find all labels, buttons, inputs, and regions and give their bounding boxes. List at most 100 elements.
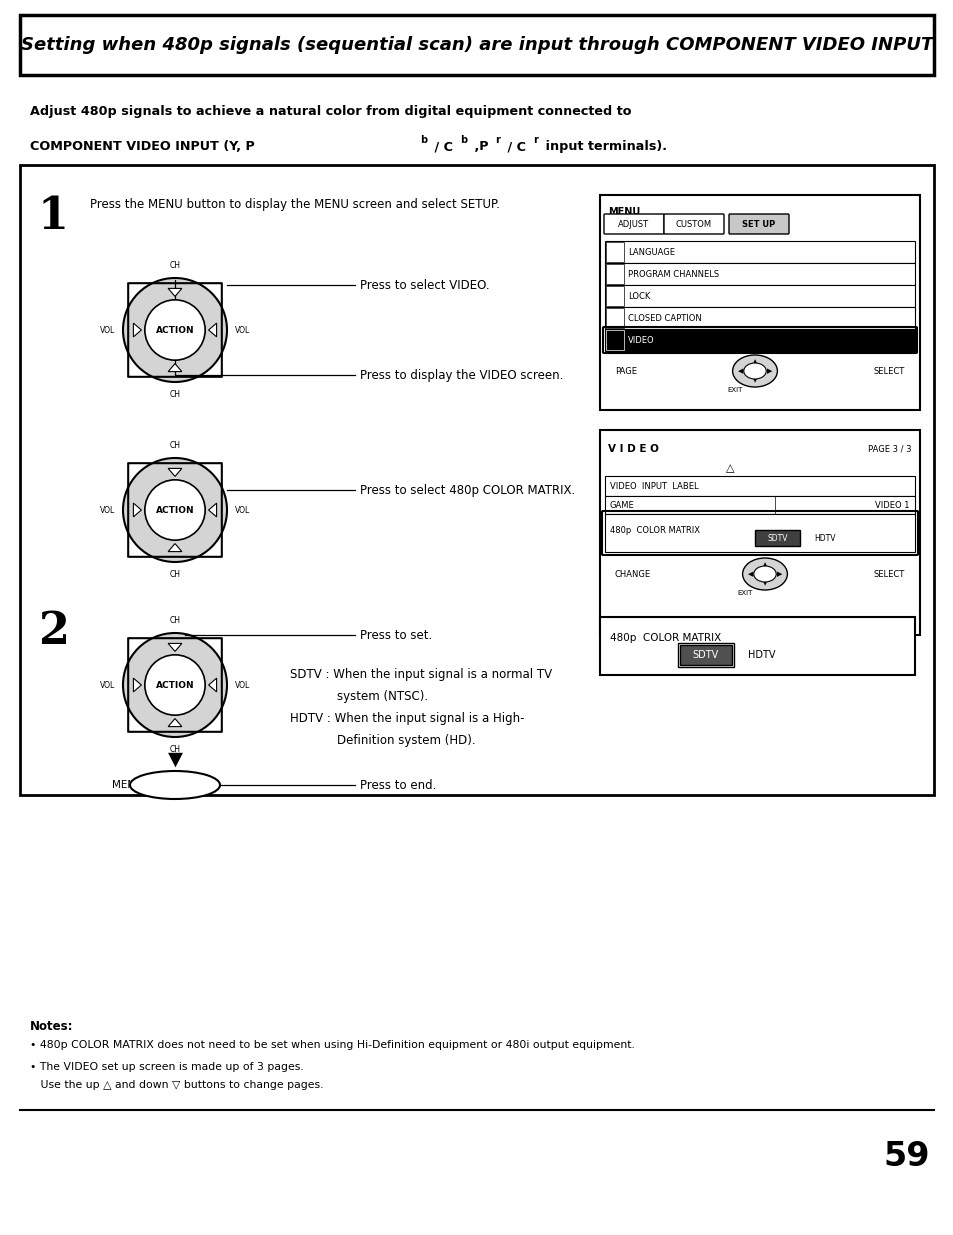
Text: VOL: VOL [234, 680, 250, 689]
Text: SELECT: SELECT [873, 367, 904, 375]
Text: CHANGE: CHANGE [615, 569, 651, 578]
Text: / C: / C [502, 140, 525, 153]
Text: SDTV: SDTV [766, 534, 787, 542]
Text: • 480p COLOR MATRIX does not need to be set when using Hi-Definition equipment o: • 480p COLOR MATRIX does not need to be … [30, 1040, 634, 1050]
Text: Press the MENU button to display the MENU screen and select SETUP.: Press the MENU button to display the MEN… [90, 198, 499, 211]
Polygon shape [209, 503, 216, 517]
FancyBboxPatch shape [599, 618, 914, 676]
Text: Press to select 480p COLOR MATRIX.: Press to select 480p COLOR MATRIX. [359, 483, 575, 496]
Text: • The VIDEO set up screen is made up of 3 pages.: • The VIDEO set up screen is made up of … [30, 1062, 303, 1072]
Text: Adjust 480p signals to achieve a natural color from digital equipment connected : Adjust 480p signals to achieve a natural… [30, 105, 631, 119]
Polygon shape [168, 289, 182, 296]
Ellipse shape [123, 634, 227, 737]
Ellipse shape [130, 771, 220, 799]
Polygon shape [168, 363, 182, 372]
Text: VOL: VOL [234, 326, 250, 335]
FancyBboxPatch shape [604, 241, 914, 263]
Polygon shape [168, 543, 182, 552]
Polygon shape [133, 503, 141, 517]
FancyBboxPatch shape [605, 287, 623, 306]
FancyBboxPatch shape [599, 430, 919, 635]
Text: SET UP: SET UP [741, 220, 775, 228]
Text: Setting when 480p signals (sequential scan) are input through COMPONENT VIDEO IN: Setting when 480p signals (sequential sc… [21, 36, 932, 54]
Text: ◀: ◀ [737, 368, 742, 374]
Text: b: b [419, 135, 427, 144]
Text: 1: 1 [38, 195, 69, 238]
FancyBboxPatch shape [20, 165, 933, 795]
Text: 59: 59 [882, 1140, 929, 1173]
Text: VIDEO  INPUT  LABEL: VIDEO INPUT LABEL [609, 482, 698, 490]
Text: V I D E O: V I D E O [607, 445, 659, 454]
FancyBboxPatch shape [604, 475, 914, 496]
Text: ◀: ◀ [747, 571, 753, 577]
Text: LOCK: LOCK [627, 291, 650, 300]
Text: CH: CH [170, 390, 180, 399]
Text: SDTV: SDTV [692, 650, 719, 659]
Text: PROGRAM CHANNELS: PROGRAM CHANNELS [627, 269, 719, 279]
Text: VOL: VOL [234, 505, 250, 515]
Text: Definition system (HD).: Definition system (HD). [336, 734, 476, 747]
Text: 2: 2 [38, 610, 69, 653]
Text: CH: CH [170, 571, 180, 579]
Ellipse shape [123, 458, 227, 562]
Text: ▶: ▶ [776, 571, 781, 577]
Text: VIDEO 1: VIDEO 1 [875, 500, 909, 510]
Text: Press to set.: Press to set. [359, 629, 432, 641]
FancyBboxPatch shape [604, 329, 914, 351]
FancyBboxPatch shape [605, 308, 623, 329]
Polygon shape [209, 678, 216, 692]
Text: EXIT: EXIT [726, 387, 741, 393]
Text: ▶: ▶ [766, 368, 771, 374]
Text: GAME: GAME [609, 500, 634, 510]
Text: ACTION: ACTION [155, 326, 194, 335]
Text: r: r [495, 135, 499, 144]
Text: HDTV: HDTV [747, 650, 775, 659]
Text: ACTION: ACTION [155, 680, 194, 689]
Text: ADJUST: ADJUST [618, 220, 649, 228]
Text: COMPONENT VIDEO INPUT (Y, P: COMPONENT VIDEO INPUT (Y, P [30, 140, 254, 153]
Text: PAGE 3 / 3: PAGE 3 / 3 [867, 445, 911, 453]
Text: Press to select VIDEO.: Press to select VIDEO. [359, 279, 489, 291]
Text: input terminals).: input terminals). [540, 140, 666, 153]
Ellipse shape [741, 558, 786, 590]
Text: VIDEO: VIDEO [627, 336, 654, 345]
Polygon shape [168, 468, 182, 477]
FancyBboxPatch shape [605, 330, 623, 350]
Polygon shape [209, 324, 216, 337]
Text: ACTION: ACTION [155, 505, 194, 515]
FancyBboxPatch shape [604, 496, 914, 514]
Text: Press to display the VIDEO screen.: Press to display the VIDEO screen. [359, 368, 563, 382]
Circle shape [145, 300, 205, 361]
Text: ▼: ▼ [168, 750, 182, 769]
Text: VOL: VOL [100, 505, 115, 515]
FancyBboxPatch shape [604, 263, 914, 285]
Circle shape [145, 655, 205, 715]
Text: HDTV : When the input signal is a High-: HDTV : When the input signal is a High- [290, 713, 524, 725]
Polygon shape [133, 678, 141, 692]
Text: system (NTSC).: system (NTSC). [336, 690, 428, 703]
Polygon shape [168, 719, 182, 726]
FancyBboxPatch shape [599, 195, 919, 410]
Text: EXIT: EXIT [737, 590, 752, 597]
Text: 480p  COLOR MATRIX: 480p COLOR MATRIX [609, 634, 720, 643]
Text: SDTV : When the input signal is a normal TV: SDTV : When the input signal is a normal… [290, 668, 552, 680]
Text: SELECT: SELECT [873, 569, 904, 578]
Ellipse shape [743, 363, 765, 379]
FancyBboxPatch shape [605, 264, 623, 284]
Text: / C: / C [430, 140, 453, 153]
Text: ▲: ▲ [752, 359, 757, 364]
Text: LANGUAGE: LANGUAGE [627, 247, 675, 257]
Circle shape [145, 480, 205, 540]
FancyBboxPatch shape [20, 15, 933, 75]
Text: ▲: ▲ [762, 562, 766, 567]
Text: VOL: VOL [100, 680, 115, 689]
Text: PAGE: PAGE [615, 367, 637, 375]
FancyBboxPatch shape [604, 514, 914, 552]
Text: ▼: ▼ [762, 582, 766, 587]
Polygon shape [133, 324, 141, 337]
Text: MENU: MENU [607, 207, 639, 217]
Ellipse shape [753, 566, 776, 582]
Text: CH: CH [170, 441, 180, 450]
Text: ,P: ,P [470, 140, 488, 153]
Text: r: r [533, 135, 537, 144]
